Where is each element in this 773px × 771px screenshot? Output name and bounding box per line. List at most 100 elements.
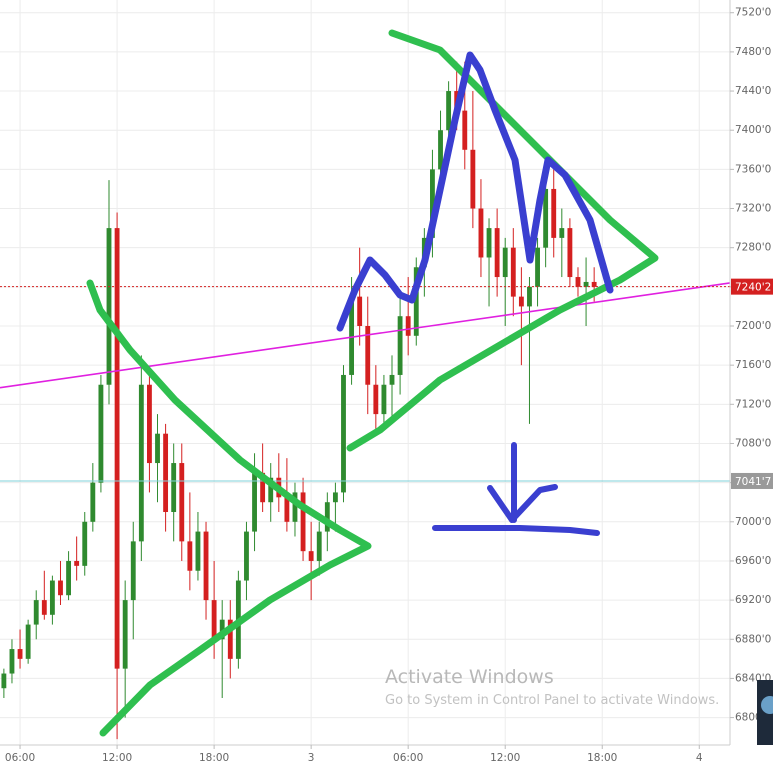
candle-body <box>203 531 209 601</box>
green-drawing <box>86 279 372 737</box>
candle-body <box>575 277 581 287</box>
candle-body <box>260 472 266 503</box>
candle-body <box>163 433 169 513</box>
candle-body <box>244 531 249 581</box>
candle-body <box>341 374 346 493</box>
candle-body <box>179 463 185 542</box>
candle-body <box>268 477 274 503</box>
trendline <box>0 282 731 389</box>
candle-body <box>106 228 112 385</box>
candle-body <box>430 169 435 238</box>
candle-body <box>74 560 80 566</box>
candle-body <box>357 296 363 326</box>
y-tick-label: 7520'0 <box>735 7 771 19</box>
candle-body <box>49 580 55 615</box>
candle-body <box>438 130 443 170</box>
hand-drawings <box>86 29 659 737</box>
y-tick-label: 7440'0 <box>735 85 771 97</box>
y-tick-label: 7160'0 <box>735 359 771 371</box>
candle-body <box>551 188 557 238</box>
candle-body <box>397 316 403 375</box>
candle-body <box>155 433 160 464</box>
candle-body <box>381 384 387 415</box>
candle-body <box>389 374 395 385</box>
candle-body <box>510 247 516 297</box>
candle-body <box>349 296 355 375</box>
candle-body <box>567 228 573 278</box>
y-tick-label: 6880'0 <box>735 633 771 645</box>
candle-body <box>17 649 23 659</box>
candle-body <box>462 110 468 150</box>
candle-body <box>171 463 177 513</box>
candle-body <box>90 482 96 522</box>
candle-body <box>9 649 15 674</box>
candle-body <box>502 247 508 278</box>
candle-body <box>1 673 7 689</box>
candle-body <box>122 600 128 669</box>
candle-body <box>535 247 540 287</box>
candle-body <box>324 502 330 532</box>
candle-body <box>413 267 419 336</box>
x-tick-label: 12:00 <box>102 752 132 764</box>
candle-body <box>66 560 71 596</box>
candle-body <box>478 208 484 258</box>
blue-drawing <box>336 51 614 332</box>
candle-body <box>559 228 565 238</box>
price-label: 7041'7 <box>735 476 771 488</box>
candle-body <box>98 384 104 483</box>
candle-body <box>446 91 452 131</box>
price-badge <box>731 278 773 295</box>
x-tick-label: 06:00 <box>393 752 423 764</box>
y-tick-label: 7120'0 <box>735 398 771 410</box>
candle-body <box>195 531 201 571</box>
candle-body <box>292 492 298 522</box>
y-tick-label: 6960'0 <box>735 555 771 567</box>
y-tick-label: 7200'0 <box>735 320 771 332</box>
candle-body <box>187 541 193 571</box>
y-tick-label: 7400'0 <box>735 124 771 136</box>
candle-body <box>316 531 322 561</box>
candle-body <box>518 296 524 307</box>
y-tick-label: 7480'0 <box>735 46 771 58</box>
candle-body <box>373 384 379 415</box>
candle-body <box>470 149 476 209</box>
icon-glyph <box>761 696 773 714</box>
candle-body <box>583 281 589 287</box>
candle-body <box>494 228 500 278</box>
candle-body <box>284 497 290 522</box>
candle-body <box>365 325 371 385</box>
candle-body <box>252 472 257 532</box>
candle-body <box>82 521 88 566</box>
candle-body <box>300 492 306 552</box>
candle-body <box>211 600 217 640</box>
candle-body <box>332 492 338 503</box>
y-tick-label: 7320'0 <box>735 203 771 215</box>
candle-body <box>130 541 136 601</box>
candle-body <box>308 551 314 561</box>
x-tick-label: 18:00 <box>587 752 617 764</box>
candle-body <box>405 316 411 336</box>
candle-body <box>33 600 39 625</box>
x-tick-label: 12:00 <box>490 752 520 764</box>
y-tick-label: 7080'0 <box>735 437 771 449</box>
y-tick-label: 7360'0 <box>735 163 771 175</box>
candle-body <box>25 624 31 659</box>
x-tick-label: 3 <box>308 752 315 764</box>
candle-body <box>147 384 152 464</box>
candle-body <box>543 188 549 248</box>
blue-arrow <box>432 442 600 536</box>
price-badge <box>731 472 773 489</box>
axes: 7520'0 7480'0 7440'0 7400'0 7360'0 7320'0 7280… <box>5 7 773 764</box>
y-tick-label: 7000'0 <box>735 516 771 528</box>
y-tick-label: 7280'0 <box>735 242 771 254</box>
x-tick-label: 18:00 <box>199 752 229 764</box>
candle-body <box>58 580 63 596</box>
candle-body <box>527 286 532 307</box>
x-tick-label: 06:00 <box>5 752 35 764</box>
watermark-title: Activate Windows <box>385 666 554 688</box>
candle-body <box>114 228 120 669</box>
grid <box>0 0 730 745</box>
watermark-text: Go to System in Control Panel to activat… <box>385 693 719 708</box>
